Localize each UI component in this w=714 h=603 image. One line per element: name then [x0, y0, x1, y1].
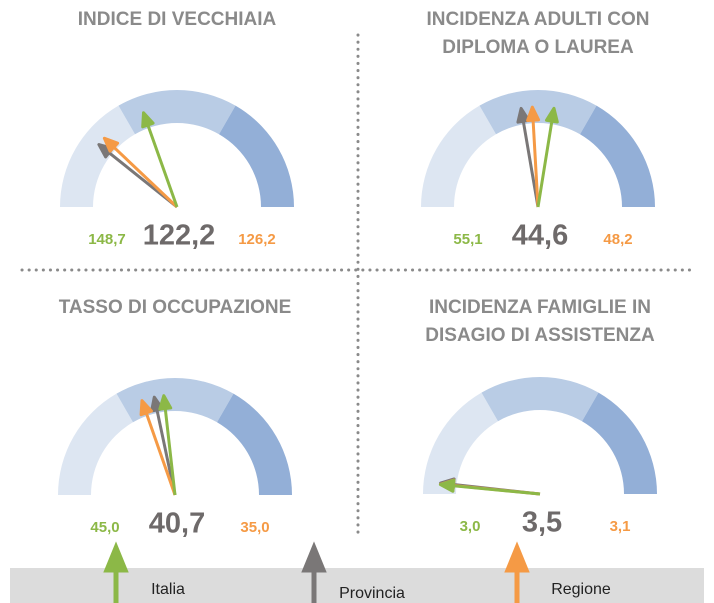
value-label: 35,0: [240, 519, 269, 536]
value-label: 126,2: [238, 231, 276, 248]
gauge-title: INCIDENZA FAMIGLIE IN: [429, 297, 651, 318]
value-label: 148,7: [88, 231, 126, 248]
gauge-band: [481, 377, 599, 422]
value-label: 3,0: [460, 518, 481, 535]
gauge-band: [479, 90, 597, 135]
value-label: 3,1: [610, 518, 631, 535]
needle: [516, 106, 540, 208]
value-label: 55,1: [453, 231, 482, 248]
legend-arrow: [103, 541, 129, 603]
legend-band: [10, 568, 704, 603]
gauge-band: [423, 392, 498, 494]
needle: [438, 478, 541, 496]
needle: [141, 111, 179, 208]
gauge-title: TASSO DI OCCUPAZIONE: [59, 297, 292, 318]
gauge-band: [116, 377, 234, 423]
gauge-title: DIPLOMA O LAUREA: [442, 37, 634, 58]
gauge-band: [421, 105, 496, 207]
gauge-band: [582, 392, 657, 494]
needle: [139, 399, 177, 496]
gauge-title: DISAGIO DI ASSISTENZA: [425, 325, 655, 346]
legend-label: Provincia: [339, 585, 405, 602]
needle: [536, 106, 559, 208]
gauge-band: [60, 105, 135, 207]
value-label: 3,5: [522, 507, 562, 539]
legend-label: Regione: [551, 581, 611, 598]
needle: [158, 394, 177, 496]
gauge-title: INCIDENZA ADULTI CON: [426, 9, 649, 30]
gauge-band: [219, 105, 294, 207]
value-label: 44,6: [512, 220, 568, 252]
value-label: 40,7: [149, 508, 205, 540]
gauge-title: INDICE DI VECCHIAIA: [78, 9, 277, 30]
gauge-band: [58, 393, 133, 495]
needle: [102, 136, 179, 209]
gauge-band: [118, 90, 236, 135]
legend-arrow: [504, 541, 530, 603]
legend-arrow: [301, 541, 327, 603]
gauge-band: [217, 393, 292, 495]
needle: [526, 105, 541, 208]
legend-label: Italia: [151, 581, 185, 598]
value-label: 45,0: [90, 519, 119, 536]
value-label: 122,2: [143, 220, 216, 252]
value-label: 48,2: [603, 231, 632, 248]
gauge-band: [580, 105, 655, 207]
